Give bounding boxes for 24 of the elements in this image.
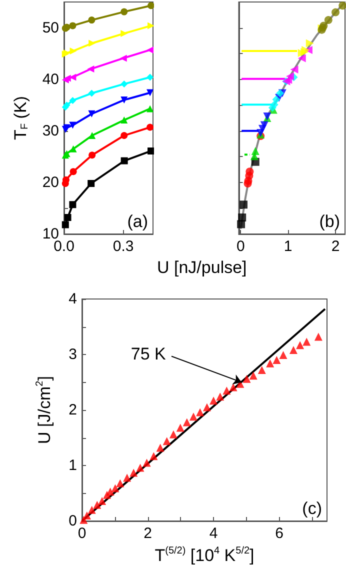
x-axis-title: U [nJ/pulse] <box>157 258 247 277</box>
x-tick-label: 0.0 <box>54 238 74 255</box>
x-tick-label: 0 <box>236 238 245 255</box>
y-tick-label: 50 <box>42 19 59 36</box>
annotation: (b) <box>319 212 340 231</box>
x-tick-label: 4 <box>209 525 218 542</box>
y-tick-label: 0 <box>68 512 77 530</box>
x-tick-label: 2 <box>144 525 152 542</box>
y-tick-label: 20 <box>42 174 59 191</box>
x-tick-label: 1 <box>284 238 292 255</box>
y-axis-title: TF (K) <box>11 96 30 140</box>
y-tick-label: 4 <box>68 290 77 308</box>
x-tick-label: 0.3 <box>112 238 134 255</box>
y-tick-label: 2 <box>68 402 77 418</box>
annotation: (c) <box>302 499 322 518</box>
y-tick-label: 1 <box>68 457 77 474</box>
annotation: (a) <box>127 212 148 231</box>
y-tick-label: 40 <box>42 70 59 88</box>
y-tick-label: 30 <box>42 122 59 140</box>
annotation: 75 K <box>130 344 167 364</box>
x-tick-label: 6 <box>275 525 284 542</box>
y-axis-title: U [J/cm2] <box>34 376 54 444</box>
x-tick-label: 2 <box>331 238 340 255</box>
y-tick-label: 3 <box>68 346 77 363</box>
